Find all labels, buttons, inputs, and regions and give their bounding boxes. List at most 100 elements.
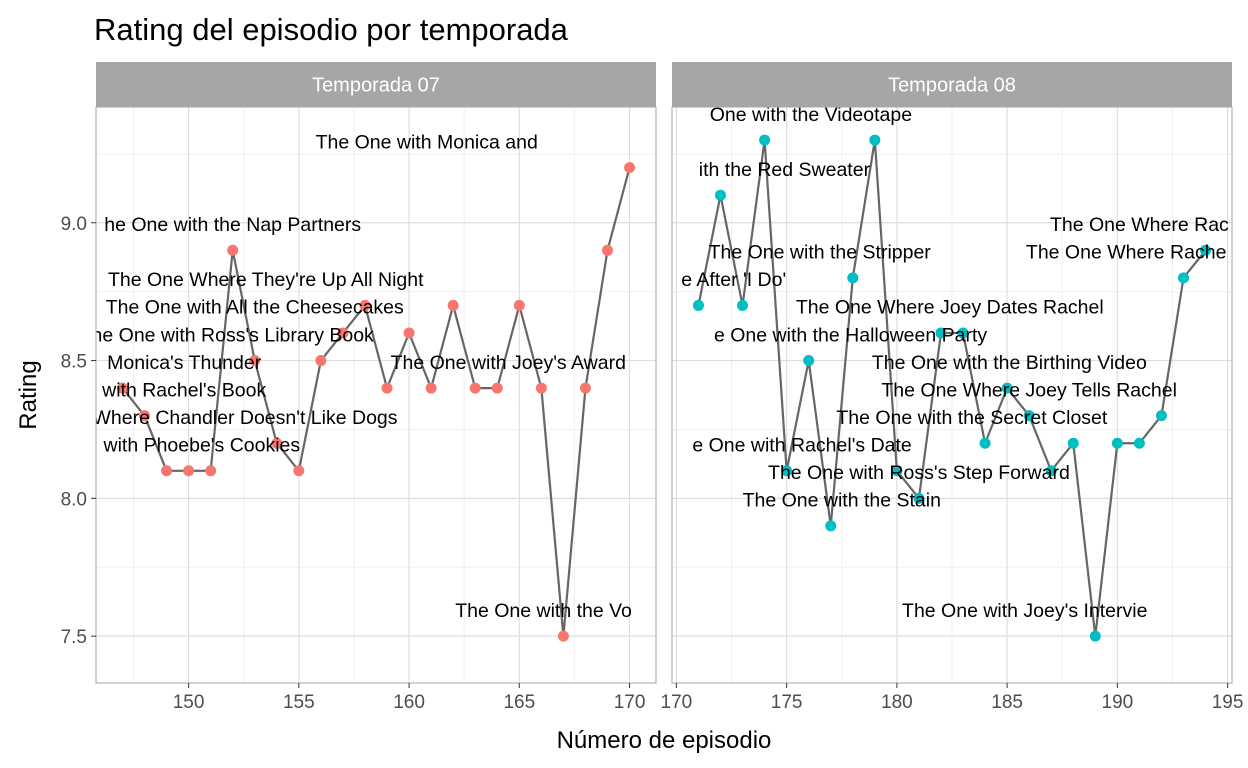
panel-temporada-08: One with the Videotape ith the Red Sweate… xyxy=(661,62,1244,713)
y-axis: 7.5 8.0 8.5 9.0 xyxy=(61,214,96,648)
data-point xyxy=(1001,382,1013,394)
data-point xyxy=(1045,465,1057,477)
x-tick-label: 170 xyxy=(661,692,693,713)
data-point xyxy=(1133,437,1145,449)
data-point xyxy=(1089,630,1101,642)
episode-label: with Phoebe's Cookies xyxy=(102,434,300,456)
data-point xyxy=(293,465,305,477)
x-tick-label: 180 xyxy=(881,692,913,713)
data-point xyxy=(825,520,837,532)
episode-label: The One Where They're Up All Night xyxy=(108,269,424,291)
episode-label: One with the Videotape xyxy=(710,104,912,126)
data-point xyxy=(359,299,371,311)
data-point xyxy=(183,465,195,477)
episode-label: The One with the Vo xyxy=(455,600,632,622)
episode-label: e One with the Halloween Party xyxy=(714,324,987,346)
x-tick-label: 160 xyxy=(393,692,425,713)
data-point xyxy=(579,382,591,394)
y-tick-label: 8.5 xyxy=(61,352,87,373)
data-point xyxy=(957,327,969,339)
episode-label: The One with the Birthing Video xyxy=(872,352,1147,374)
panel-strip-label: Temporada 07 xyxy=(312,75,440,97)
data-point xyxy=(1111,437,1123,449)
episode-label: he One with Ross's Library Book xyxy=(92,324,375,346)
data-point xyxy=(715,189,727,201)
episode-label: Monica's Thunder xyxy=(107,352,262,374)
episode-label: e After 'I Do' xyxy=(681,269,786,291)
panel-temporada-07: The One with Monica and he One with the N… xyxy=(50,62,657,713)
data-point xyxy=(869,134,881,146)
episode-label: The One with the Stain xyxy=(743,490,941,512)
panels-container: The One with Monica and he One with the N… xyxy=(50,62,1244,713)
episode-label: ith the Red Sweater xyxy=(699,159,871,181)
episode-label: The One with the Secret Closet xyxy=(836,407,1108,429)
panel-strip-label: Temporada 08 xyxy=(888,75,1016,97)
data-point xyxy=(315,355,327,367)
data-point xyxy=(759,134,771,146)
x-tick-label: 170 xyxy=(614,692,646,713)
data-point xyxy=(139,410,151,422)
episode-label: The One Where Joey Dates Rachel xyxy=(796,297,1104,319)
data-point xyxy=(935,327,947,339)
episode-label: he One with the Nap Partners xyxy=(104,214,361,236)
data-point xyxy=(979,437,991,449)
data-point xyxy=(161,465,173,477)
episode-label: The One with Ross's Step Forward xyxy=(768,462,1070,484)
x-tick-label: 150 xyxy=(173,692,205,713)
data-point xyxy=(535,382,547,394)
panel-plot-area: One with the Videotape ith the Red Sweate… xyxy=(681,104,1229,642)
episode-label: The One with the Stripper xyxy=(709,242,932,264)
data-point xyxy=(1177,272,1189,284)
data-point xyxy=(469,382,481,394)
data-point xyxy=(403,327,415,339)
episode-label: The One with Joey's Intervie xyxy=(902,600,1147,622)
data-point xyxy=(601,244,613,256)
panel-strip xyxy=(672,62,1232,107)
y-tick-label: 8.0 xyxy=(61,489,87,510)
data-point xyxy=(891,465,903,477)
episode-label: The One with Joey's Award xyxy=(391,352,626,374)
episode-label: The One with Monica and xyxy=(316,131,538,153)
y-tick-label: 9.0 xyxy=(61,214,87,235)
data-point xyxy=(803,355,815,367)
data-point xyxy=(205,465,217,477)
data-point xyxy=(1067,437,1079,449)
x-axis-title: Número de episodio xyxy=(557,727,772,754)
data-point xyxy=(1200,244,1212,256)
panel-background xyxy=(96,107,656,683)
data-point xyxy=(1155,410,1167,422)
data-point xyxy=(1023,410,1035,422)
data-point xyxy=(381,382,393,394)
episode-label: The One Where Rac xyxy=(1050,214,1229,236)
episode-label: One Where Chandler Doesn't Like Dogs xyxy=(50,407,398,429)
data-point xyxy=(781,465,793,477)
data-point xyxy=(624,162,636,174)
x-tick-label: 185 xyxy=(991,692,1023,713)
x-tick-label: 155 xyxy=(283,692,315,713)
x-tick-label: 195 xyxy=(1212,692,1244,713)
episode-label: The One Where Rache xyxy=(1026,242,1227,264)
chart-title: Rating del episodio por temporada xyxy=(94,12,569,47)
data-point xyxy=(116,382,128,394)
x-tick-label: 165 xyxy=(503,692,535,713)
y-tick-label: 7.5 xyxy=(61,627,87,648)
x-tick-label: 175 xyxy=(771,692,803,713)
data-point xyxy=(513,299,525,311)
data-point xyxy=(227,244,239,256)
data-point xyxy=(847,272,859,284)
x-tick-label: 190 xyxy=(1102,692,1134,713)
data-point xyxy=(271,437,283,449)
data-point xyxy=(692,299,704,311)
data-point xyxy=(337,327,349,339)
panel-plot-area: The One with Monica and he One with the N… xyxy=(50,131,636,642)
episode-label: with Rachel's Book xyxy=(101,379,266,401)
data-point xyxy=(425,382,437,394)
data-point xyxy=(447,299,459,311)
data-point xyxy=(557,630,569,642)
y-axis-title: Rating xyxy=(15,360,42,429)
episode-label: e One with Rachel's Date xyxy=(692,434,911,456)
episode-label: The One Where Joey Tells Rachel xyxy=(881,379,1177,401)
episode-label: The One with All the Cheesecakes xyxy=(106,297,404,319)
data-point xyxy=(913,492,925,504)
